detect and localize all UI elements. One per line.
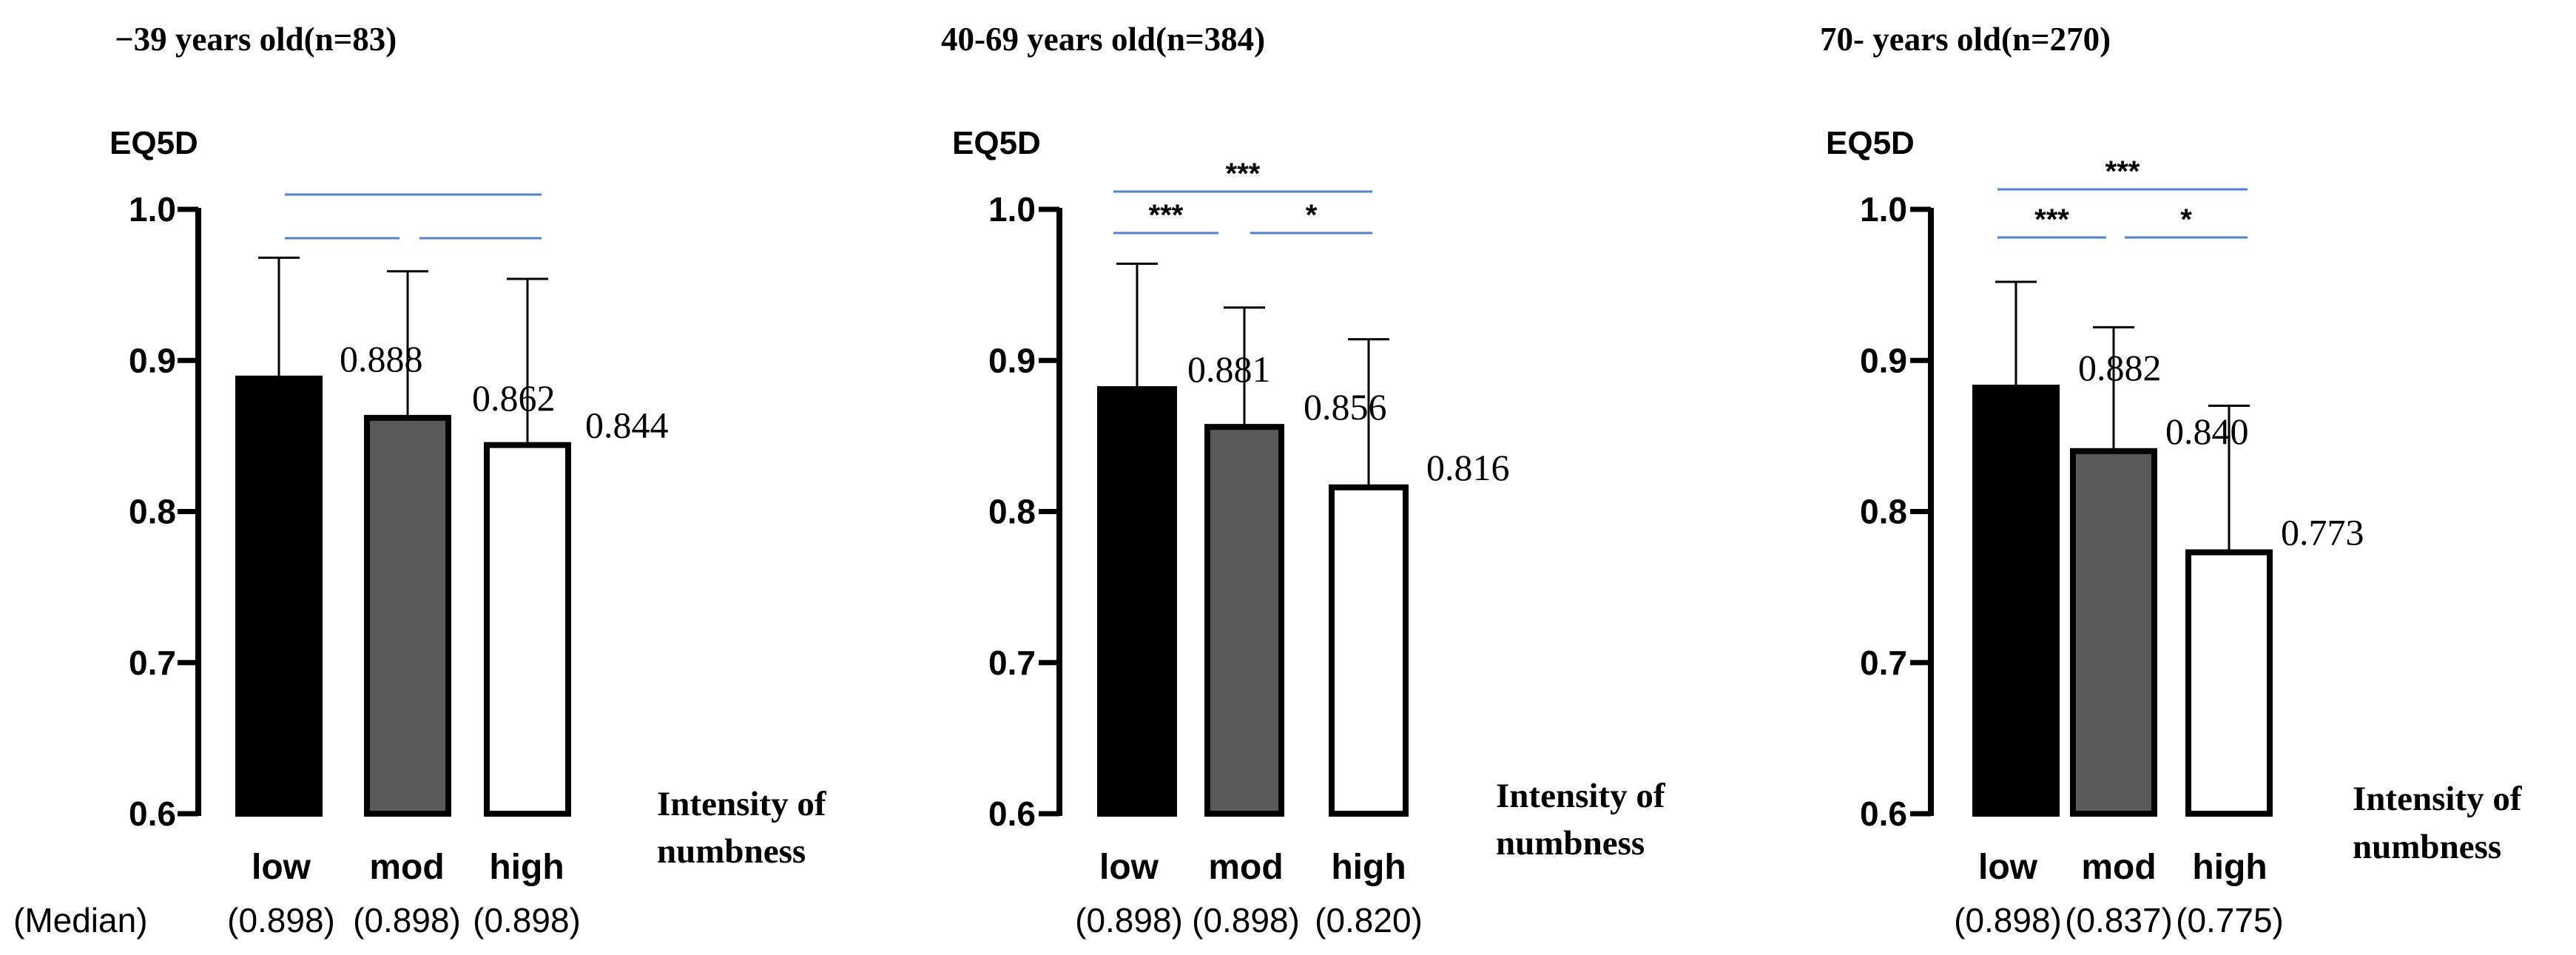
bar-value-label: 0.862 <box>472 377 556 419</box>
x-tick-label: low <box>252 848 311 887</box>
x-tick-label: low <box>1978 848 2038 887</box>
y-tick-label: 0.7 <box>988 644 1036 682</box>
median-row-label: (Median) <box>13 901 148 939</box>
y-tick-label: 0.6 <box>1860 794 1907 833</box>
bar-high <box>484 442 571 817</box>
median-label: (0.898) <box>1075 901 1183 939</box>
chart-title: −39 years old(n=83) <box>115 21 397 58</box>
y-axis-label: EQ5D <box>109 125 198 161</box>
bar-value-label: 0.844 <box>585 405 669 446</box>
median-label: (0.837) <box>2065 901 2173 939</box>
bar-high <box>1329 484 1409 817</box>
y-axis-label: EQ5D <box>1826 125 1915 161</box>
y-tick-label: 1.0 <box>988 190 1036 229</box>
median-label: (0.898) <box>1954 901 2062 939</box>
x-tick-label: low <box>1099 848 1159 887</box>
significance-marker: * <box>2180 203 2192 236</box>
bar-high <box>2185 549 2273 817</box>
bar-value-label: 0.882 <box>2078 347 2162 388</box>
y-tick-label: 0.7 <box>1860 644 1907 682</box>
median-label: (0.898) <box>353 901 461 939</box>
bar-low <box>1097 386 1177 817</box>
y-axis-label: EQ5D <box>952 125 1041 161</box>
y-tick-label: 0.8 <box>988 493 1036 531</box>
x-axis-label-line1: Intensity of <box>657 785 827 823</box>
bar-value-label: 0.888 <box>340 338 423 379</box>
median-label: (0.775) <box>2176 901 2284 939</box>
bar-value-label: 0.816 <box>1426 447 1510 488</box>
y-tick-label: 0.9 <box>1860 341 1907 379</box>
significance-marker: *** <box>2034 203 2069 236</box>
x-tick-label: high <box>489 848 564 887</box>
bar-value-label: 0.881 <box>1187 348 1271 390</box>
x-tick-label: high <box>1331 848 1406 887</box>
bar-low <box>235 375 323 817</box>
bar-value-label: 0.840 <box>2165 411 2249 452</box>
y-tick-label: 1.0 <box>1860 190 1907 229</box>
bar-mod <box>364 414 451 817</box>
x-tick-label: mod <box>2081 848 2156 887</box>
y-tick-label: 0.6 <box>988 794 1036 833</box>
y-tick-label: 1.0 <box>129 190 176 229</box>
significance-marker: *** <box>1226 158 1261 190</box>
chart-title: 70- years old(n=270) <box>1820 21 2111 58</box>
x-axis-label-line2: numbness <box>1496 824 1645 863</box>
x-tick-label: mod <box>369 848 444 887</box>
significance-marker: *** <box>1149 199 1184 232</box>
median-label: (0.820) <box>1315 901 1423 939</box>
median-label: (0.898) <box>227 901 335 939</box>
bar-mod <box>2070 448 2157 817</box>
chart-title: 40-69 years old(n=384) <box>941 21 1265 58</box>
x-tick-label: high <box>2192 848 2267 887</box>
y-tick-label: 0.9 <box>988 341 1036 379</box>
significance-marker: *** <box>2105 155 2140 188</box>
y-tick-label: 0.8 <box>129 493 176 531</box>
y-tick-label: 0.7 <box>129 644 176 682</box>
x-tick-label: mod <box>1208 848 1283 887</box>
median-label: (0.898) <box>473 901 581 939</box>
y-tick-label: 0.6 <box>129 794 176 833</box>
y-tick-label: 0.9 <box>129 341 176 379</box>
y-tick-label: 0.8 <box>1860 493 1907 531</box>
x-axis-label-line1: Intensity of <box>2353 780 2523 818</box>
significance-marker: * <box>1306 199 1318 232</box>
x-axis-label-line2: numbness <box>2353 828 2501 866</box>
bar-value-label: 0.856 <box>1304 386 1387 428</box>
x-axis-label-line2: numbness <box>657 832 806 871</box>
bar-low <box>1972 385 2060 817</box>
bar-value-label: 0.773 <box>2281 512 2364 553</box>
x-axis-label-line1: Intensity of <box>1496 777 1666 815</box>
bar-mod <box>1204 424 1284 817</box>
median-label: (0.898) <box>1192 901 1300 939</box>
